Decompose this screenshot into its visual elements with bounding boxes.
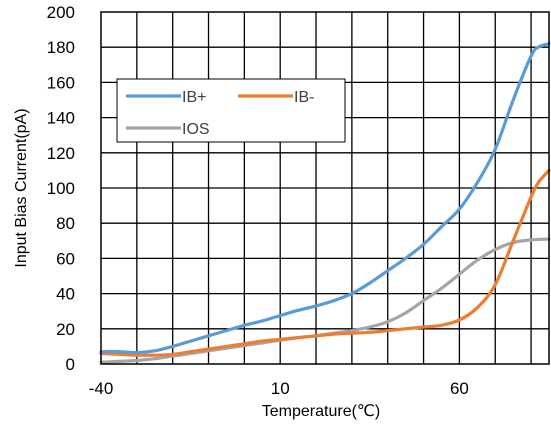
- y-axis-title: Input Bias Current(pA): [13, 108, 30, 267]
- y-tick-label: 0: [66, 355, 75, 374]
- series-line-ib-: [99, 168, 551, 357]
- y-tick-label: 100: [47, 179, 75, 198]
- series-lines: [99, 42, 551, 364]
- y-tick-label: 200: [47, 3, 75, 22]
- y-tick-label: 60: [56, 249, 75, 268]
- y-tick-label: 20: [56, 320, 75, 339]
- legend-label: IB+: [182, 89, 206, 106]
- x-tick-label: 60: [450, 379, 469, 398]
- y-tick-label: 80: [56, 214, 75, 233]
- y-tick-label: 120: [47, 144, 75, 163]
- legend: IB+ IB- IOS: [116, 78, 346, 143]
- x-tick-labels: -40 10 60: [89, 379, 469, 398]
- legend-box: [116, 78, 346, 143]
- x-tick-label: -40: [89, 379, 114, 398]
- grid-lines: [101, 12, 549, 364]
- legend-label: IB-: [294, 89, 314, 106]
- y-tick-label: 40: [56, 285, 75, 304]
- series-line-ios: [99, 237, 551, 364]
- y-tick-label: 160: [47, 73, 75, 92]
- plot-area-frame: [100, 11, 550, 365]
- y-tick-label: 140: [47, 109, 75, 128]
- y-tick-label: 180: [47, 38, 75, 57]
- legend-label: IOS: [182, 121, 210, 138]
- x-axis-title: Temperature(℃): [262, 403, 380, 420]
- x-tick-label: 10: [271, 379, 290, 398]
- series-line-ib-: [99, 42, 551, 355]
- y-tick-labels: 0 20 40 60 80 100 120 140 160 180 200: [47, 3, 75, 374]
